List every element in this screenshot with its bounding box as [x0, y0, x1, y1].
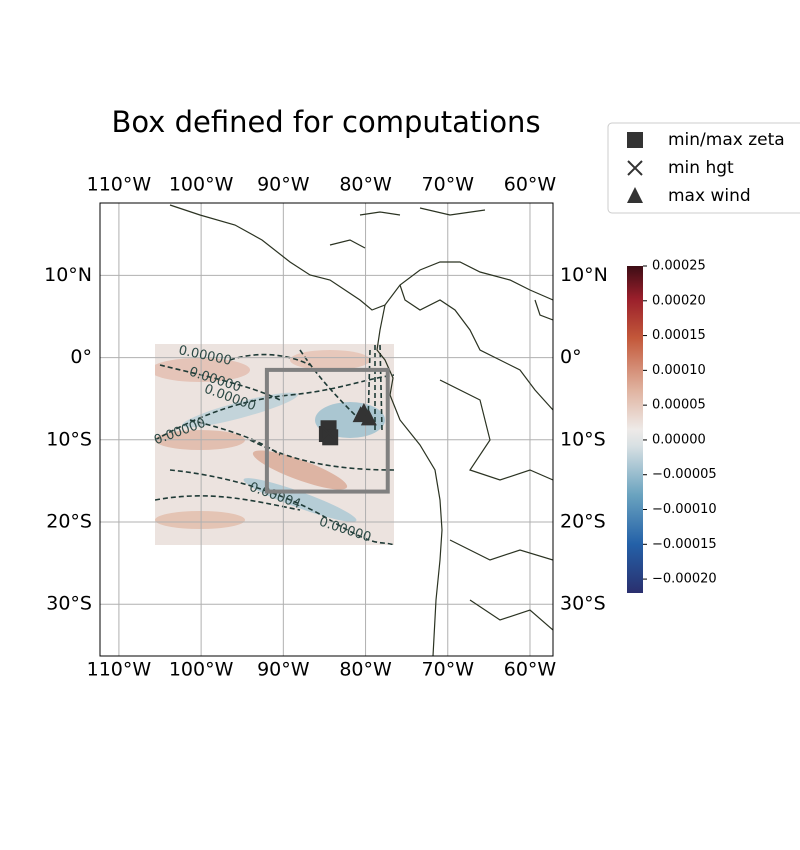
- y-tick-label: 0°: [70, 346, 92, 368]
- x-tick-label: 100°W: [169, 659, 234, 681]
- y-tick-label: 0°: [560, 346, 582, 368]
- legend-symbol: [627, 160, 643, 176]
- colorbar-tick-label: −0.00005: [652, 467, 717, 482]
- y-tick-label: 10°S: [46, 428, 92, 450]
- computation-box: [264, 367, 390, 494]
- x-tick-label: 80°W: [339, 174, 392, 196]
- colorbar-tick-label: −0.00020: [652, 572, 717, 587]
- x-tick-label: 110°W: [87, 174, 152, 196]
- colorbar: [627, 266, 643, 593]
- y-tick-label: 20°S: [46, 510, 92, 532]
- y-tick-label: 10°N: [44, 264, 92, 286]
- y-tick-label: 30°S: [46, 593, 92, 615]
- x-tick-label: 60°W: [504, 659, 557, 681]
- x-tick-label: 110°W: [87, 659, 152, 681]
- x-tick-label: 70°W: [422, 174, 475, 196]
- y-tick-label: 10°N: [560, 264, 608, 286]
- colorbar-tick-label: −0.00015: [652, 537, 717, 552]
- legend-symbol: [627, 132, 643, 148]
- colorbar-tick-label: 0.00010: [652, 363, 706, 378]
- legend: [607, 122, 800, 214]
- chart-title: Box defined for computations: [111, 105, 540, 139]
- legend-symbol: [627, 187, 643, 203]
- x-tick-label: 70°W: [422, 659, 475, 681]
- coastlines: [169, 204, 553, 656]
- marker: [320, 425, 337, 441]
- legend-label: min hgt: [668, 158, 734, 178]
- marker: [352, 406, 369, 423]
- x-tick-label: 60°W: [504, 174, 557, 196]
- marker: [322, 429, 339, 446]
- vorticity-field: [155, 344, 394, 545]
- y-tick-label: 10°S: [560, 428, 606, 450]
- colorbar-tick-label: 0.00005: [652, 398, 706, 413]
- x-tick-label: 80°W: [339, 659, 392, 681]
- colorbar-tick-label: 0.00020: [652, 293, 706, 308]
- x-tick-label: 90°W: [257, 174, 310, 196]
- colorbar-tick-label: 0.00025: [652, 259, 706, 274]
- legend-label: max wind: [668, 186, 751, 206]
- y-tick-label: 30°S: [560, 593, 606, 615]
- x-tick-label: 100°W: [169, 174, 234, 196]
- colorbar-tick-label: 0.00015: [652, 328, 706, 343]
- legend-label: min/max zeta: [668, 130, 785, 150]
- colorbar-tick-label: 0.00000: [652, 432, 706, 447]
- colorbar-tick-label: −0.00010: [652, 502, 717, 517]
- x-tick-label: 90°W: [257, 659, 310, 681]
- y-tick-label: 20°S: [560, 510, 606, 532]
- map-frame: [99, 202, 554, 657]
